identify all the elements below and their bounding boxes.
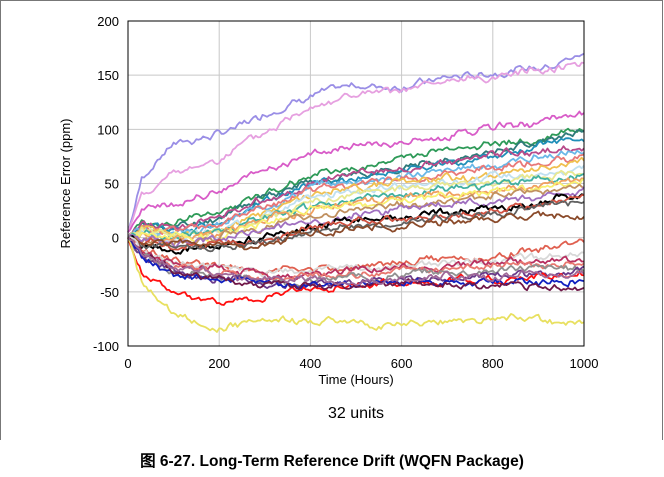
y-tick-label: 0 xyxy=(112,231,119,246)
y-tick-label: 50 xyxy=(105,177,119,192)
series-line xyxy=(127,183,585,247)
x-tick-label: 200 xyxy=(208,356,230,371)
caption-text: 6-27. Long-Term Reference Drift (WQFN Pa… xyxy=(159,453,524,470)
caption-prefix: 图 xyxy=(140,453,156,470)
series-line xyxy=(127,237,585,288)
plot-area-border xyxy=(127,20,585,347)
series-line xyxy=(127,210,585,251)
y-tick-label: 100 xyxy=(97,122,119,137)
x-axis-label: Time (Hours) xyxy=(318,372,393,387)
series-line xyxy=(127,237,585,286)
chart: 0 200 400 600 800 1000 -100 -50 0 50 100 150 200 Ti… xyxy=(58,14,598,422)
series-line xyxy=(127,127,585,239)
y-tick-label: 200 xyxy=(97,14,119,29)
series-line xyxy=(127,169,585,239)
y-tick-label: 150 xyxy=(97,68,119,83)
y-axis-label: Reference Error (ppm) xyxy=(58,118,73,248)
series-line xyxy=(127,237,585,333)
units-annotation: 32 units xyxy=(328,405,384,422)
y-tick-label: -50 xyxy=(100,285,119,300)
y-tick-labels: -100 -50 0 50 100 150 200 xyxy=(93,14,119,354)
y-tick-label: -100 xyxy=(93,339,119,354)
series-line xyxy=(127,186,585,249)
series-line xyxy=(127,177,585,244)
series-line xyxy=(127,236,585,292)
series-line xyxy=(127,145,585,239)
x-tick-label: 0 xyxy=(124,356,131,371)
x-tick-labels: 0 200 400 600 800 1000 xyxy=(124,356,598,371)
series-line xyxy=(127,52,585,233)
x-tick-label: 600 xyxy=(391,356,413,371)
x-tick-label: 1000 xyxy=(570,356,599,371)
series-layer xyxy=(127,52,585,333)
x-tick-label: 400 xyxy=(300,356,322,371)
series-line xyxy=(127,110,585,233)
figure-caption: 图 6-27. Long-Term Reference Drift (WQFN … xyxy=(0,449,664,471)
figure-frame xyxy=(0,0,663,440)
x-tick-label: 800 xyxy=(482,356,504,371)
series-line xyxy=(127,172,585,241)
series-line xyxy=(127,61,585,233)
